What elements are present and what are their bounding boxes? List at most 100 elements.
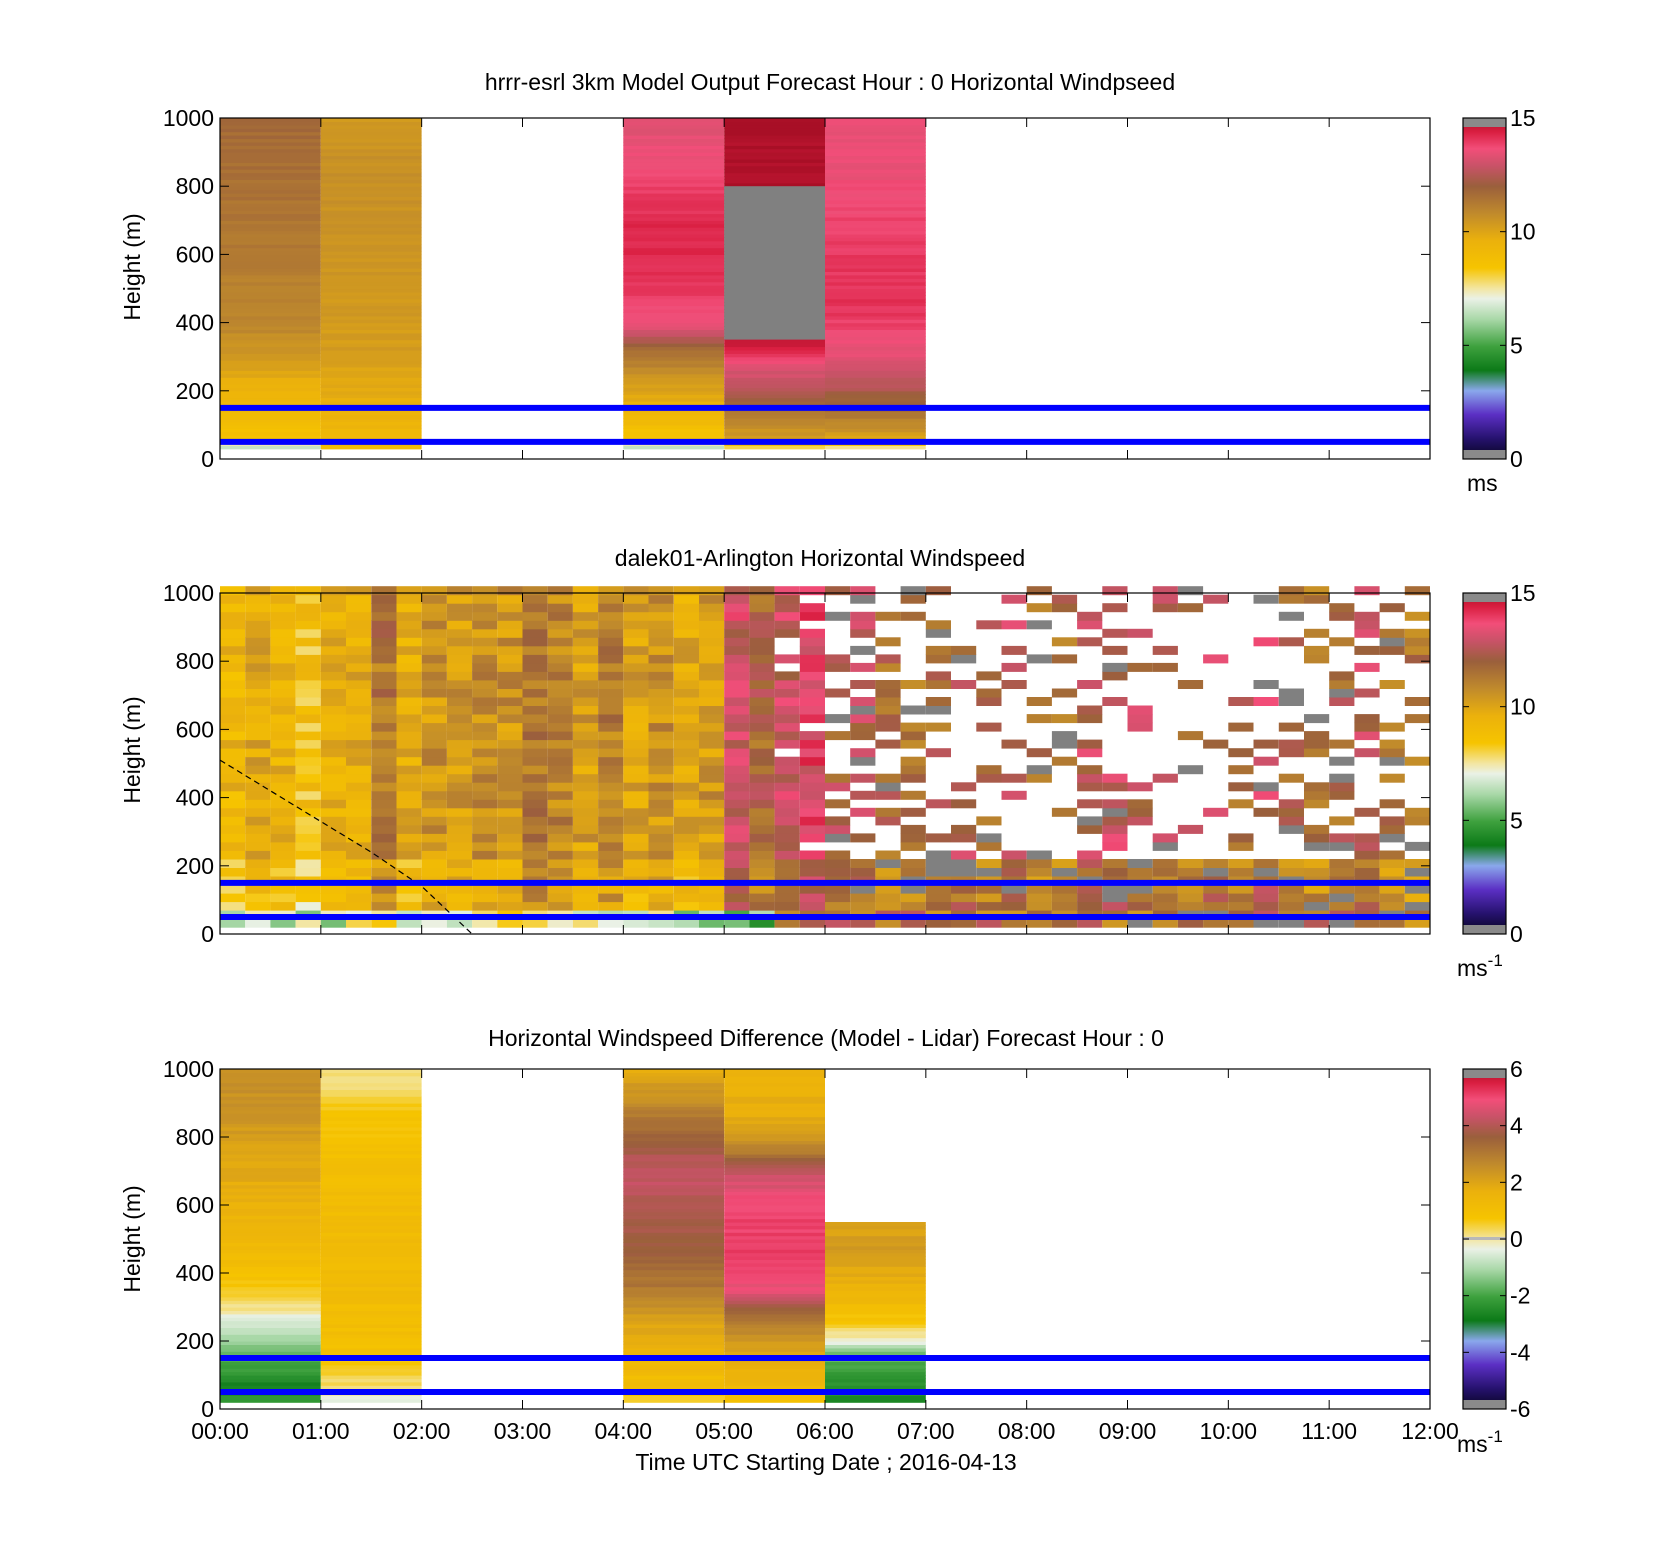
heatmap-cell (1304, 867, 1330, 877)
heatmap-cell (724, 603, 750, 613)
heatmap-cell (220, 326, 321, 330)
heatmap-cell (825, 162, 926, 167)
heatmap-cell (623, 1191, 725, 1196)
heatmap-cell (446, 697, 473, 706)
heatmap-cell (1354, 722, 1380, 732)
heatmap-cell (623, 1075, 725, 1080)
heatmap-cell (522, 671, 548, 681)
heatmap-cell (825, 1296, 926, 1301)
heatmap-cell (320, 312, 422, 317)
heatmap-cell (1278, 637, 1304, 647)
heatmap-cell (623, 1242, 725, 1247)
heatmap-cell (598, 705, 624, 715)
heatmap-cell (371, 824, 397, 834)
heatmap-cell (673, 824, 699, 834)
heatmap-cell (724, 397, 825, 402)
heatmap-cell (220, 431, 321, 436)
heatmap-cell (825, 199, 926, 204)
heatmap-cell (623, 268, 725, 272)
heatmap-cell (421, 671, 447, 681)
heatmap-cell (623, 1143, 725, 1148)
heatmap-cell (295, 884, 321, 894)
heatmap-cell (724, 1188, 825, 1192)
heatmap-cell (320, 1368, 422, 1373)
heatmap-cell (623, 1273, 725, 1277)
heatmap-cell (320, 131, 422, 136)
heatmap-cell (1051, 807, 1078, 817)
heatmap-cell (774, 765, 800, 775)
heatmap-cell (295, 620, 321, 630)
heatmap-cell (825, 435, 926, 440)
heatmap-cell (320, 1313, 422, 1318)
heatmap-cell (673, 859, 699, 868)
heatmap-cell (825, 1235, 926, 1240)
colorbar-tick-label: 15 (1510, 105, 1536, 131)
heatmap-cell (623, 1157, 725, 1162)
heatmap-cell (724, 1266, 825, 1271)
heatmap-cell (799, 884, 825, 894)
heatmap-cell (220, 1191, 321, 1196)
heatmap-cell (320, 387, 422, 392)
heatmap-cell (522, 611, 548, 621)
heatmap-cell (925, 799, 951, 809)
heatmap-cell (421, 765, 447, 775)
heatmap-cell (1152, 662, 1178, 672)
heatmap-cell (825, 397, 926, 402)
heatmap-cell (320, 1371, 422, 1376)
heatmap-cell (220, 1082, 321, 1087)
heatmap-cell (572, 884, 599, 894)
heatmap-cell (875, 867, 901, 877)
heatmap-cell (699, 859, 725, 868)
heatmap-cell (320, 213, 422, 218)
heatmap-cell (724, 1215, 825, 1220)
heatmap-cell (320, 343, 422, 348)
heatmap-cell (295, 722, 321, 732)
heatmap-cell (522, 859, 548, 868)
heatmap-cell (623, 179, 725, 184)
heatmap-cell (825, 203, 926, 208)
heatmap-cell (295, 859, 321, 868)
heatmap-cell (724, 135, 825, 140)
heatmap-cell (925, 586, 951, 596)
heatmap-cell (623, 1269, 725, 1274)
heatmap-cell (320, 428, 422, 433)
heatmap-cell (220, 346, 321, 351)
heatmap-cell (749, 697, 775, 706)
heatmap-cell (825, 155, 926, 160)
heatmap-cell (724, 1351, 825, 1356)
heatmap-cell (724, 824, 750, 834)
heatmap-cell (724, 138, 825, 143)
heatmap-cell (572, 620, 599, 630)
colorbar-tick-label: 6 (1510, 1056, 1523, 1082)
heatmap-cell (1379, 884, 1405, 894)
heatmap-cell (825, 688, 851, 698)
heatmap-cell (799, 731, 825, 741)
heatmap-cell (1278, 884, 1304, 894)
heatmap-cell (547, 662, 573, 672)
heatmap-cell (623, 336, 725, 341)
heatmap-cell (724, 169, 825, 174)
heatmap-cell (648, 603, 674, 613)
heatmap-cell (1329, 816, 1355, 826)
heatmap-cell (799, 680, 825, 689)
heatmap-cell (825, 152, 926, 157)
heatmap-cell (724, 1208, 825, 1213)
heatmap-cell (673, 697, 699, 706)
heatmap-cell (396, 850, 422, 860)
heatmap-cell (1253, 739, 1279, 749)
heatmap-cell (724, 360, 825, 365)
heatmap-cell (572, 645, 599, 655)
heatmap-cell (220, 220, 321, 225)
heatmap-cell (623, 1079, 725, 1084)
heatmap-cell (976, 841, 1002, 851)
lidar-x-ticks (219, 593, 1431, 934)
heatmap-cell (976, 918, 1002, 928)
heatmap-cell (799, 918, 825, 928)
heatmap-cell (1329, 859, 1355, 868)
heatmap-cell (724, 1103, 825, 1107)
heatmap-cell (673, 893, 699, 903)
heatmap-cell (1077, 893, 1103, 903)
heatmap-cell (825, 1256, 926, 1260)
heatmap-cell (421, 680, 447, 689)
heatmap-cell (220, 179, 321, 184)
